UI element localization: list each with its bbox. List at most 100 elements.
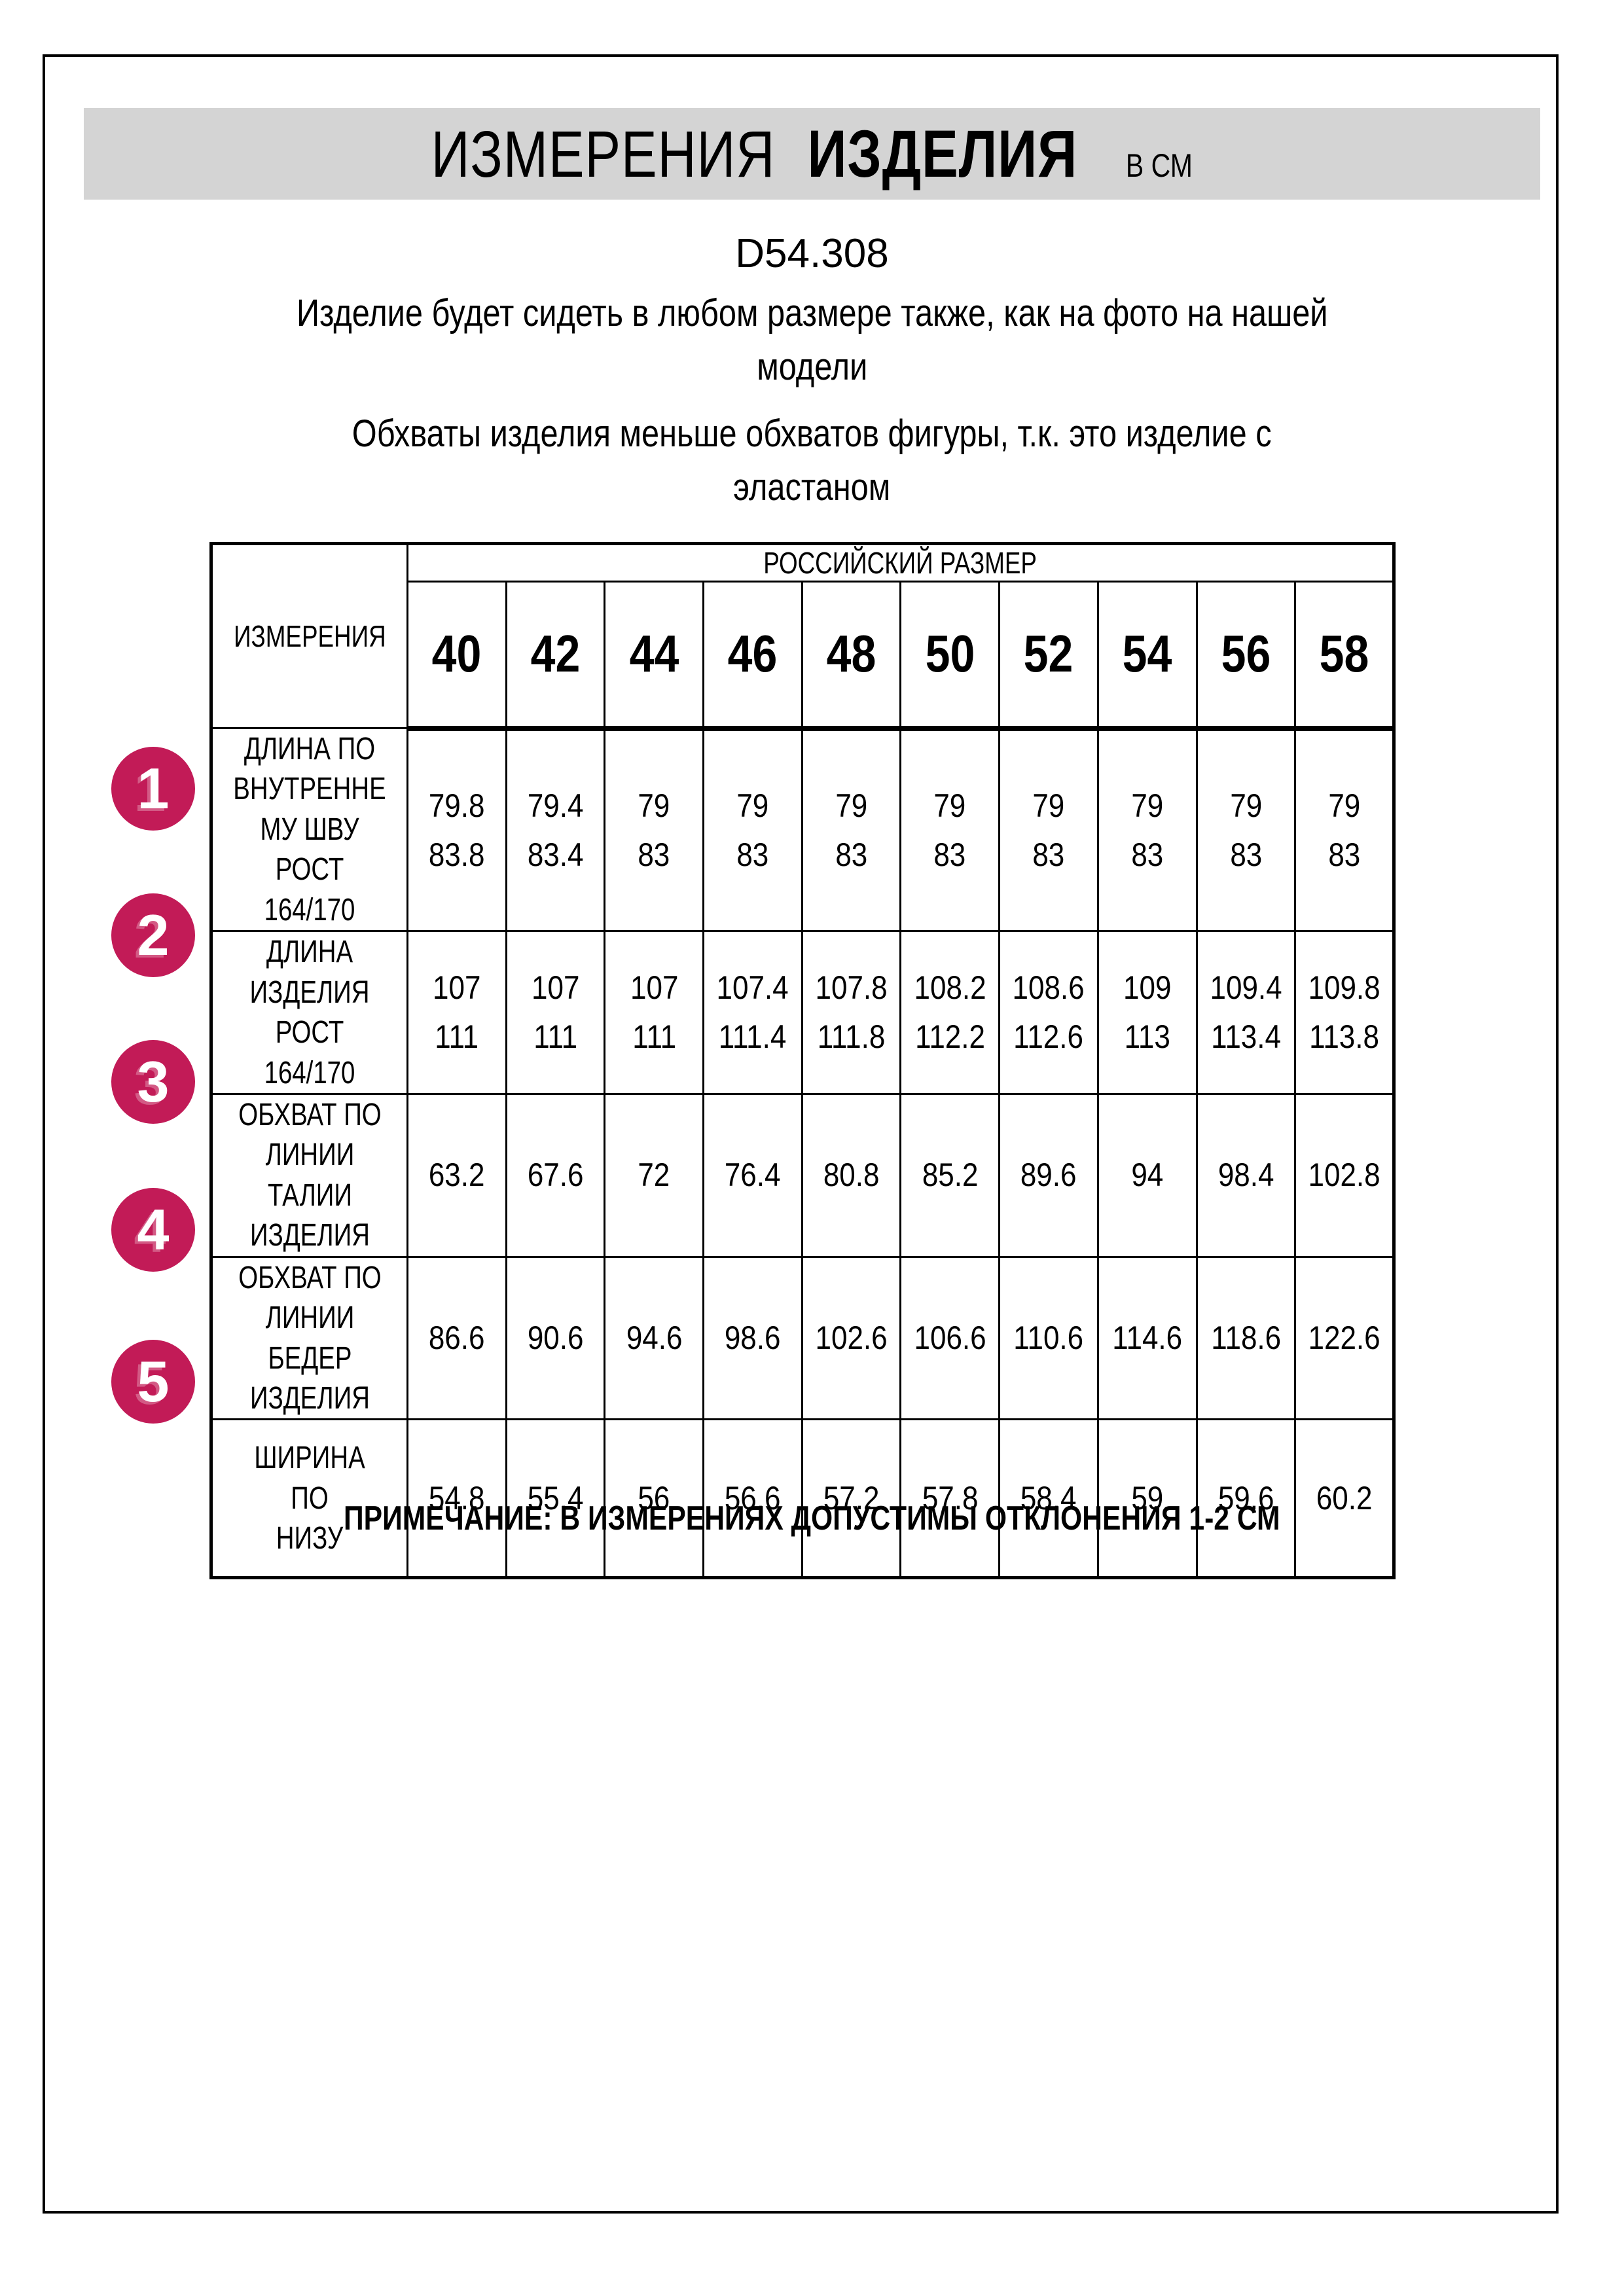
row-number-badge-label: 1 [137, 756, 170, 821]
measurement-value: 108.6 112.6 [1012, 969, 1085, 1056]
measurement-value: 54.8 [429, 1479, 485, 1516]
measurement-value-cell: 60.2 [1294, 1418, 1395, 1579]
measurement-value-cell: 102.6 [801, 1255, 902, 1421]
measurement-label-cell: ОБХВАТ ПО ЛИНИИ БЕДЕР ИЗДЕЛИЯ [210, 1255, 408, 1421]
measurements-column-header: ИЗМЕРЕНИЯ [233, 619, 386, 653]
measurement-value-cell: 63.2 [406, 1092, 507, 1258]
measurement-value-cell: 122.6 [1294, 1255, 1395, 1421]
measurement-value: 109.4 113.4 [1210, 969, 1282, 1056]
measurement-value-cell: 57.2 [801, 1418, 902, 1579]
row-number-badge: 4 [111, 1188, 195, 1272]
footnote-block: ПРИМЕЧАНИЕ: В ИЗМЕРЕНИЯХ ДОПУСТИМЫ ОТКЛО… [0, 1499, 1624, 1538]
size-column-header-label: 56 [1221, 624, 1271, 683]
measurement-value-cell: 114.6 [1096, 1255, 1198, 1421]
russian-size-header-cell: РОССИЙСКИЙ РАЗМЕР [406, 543, 1395, 583]
measurement-value: 86.6 [429, 1319, 485, 1357]
measurement-value-cell: 79.8 83.8 [406, 726, 507, 933]
measurement-value: 79 83 [638, 787, 670, 873]
measurement-value-cell: 85.2 [899, 1092, 1001, 1258]
size-column-header-label: 48 [826, 624, 876, 683]
size-column-header: 48 [801, 581, 902, 731]
title-banner: ИЗМЕРЕНИЯ ИЗДЕЛИЯ В СМ [84, 108, 1540, 200]
measurement-value-cell: 98.6 [702, 1255, 803, 1421]
measurement-value: 102.8 [1308, 1157, 1380, 1194]
size-column-header: 58 [1294, 581, 1395, 731]
measurement-value: 72 [638, 1157, 670, 1194]
measurement-value: 57.2 [823, 1479, 880, 1516]
page-title: ИЗМЕРЕНИЯ ИЗДЕЛИЯ В СМ [431, 116, 1193, 192]
russian-size-header: РОССИЙСКИЙ РАЗМЕР [763, 546, 1038, 580]
measurement-value-cell: 79 83 [899, 726, 1001, 933]
measurement-value: 80.8 [823, 1157, 880, 1194]
measurement-value-cell: 89.6 [998, 1092, 1099, 1258]
measurement-row: ОБХВАТ ПО ЛИНИИ БЕДЕР ИЗДЕЛИЯ 86.6 90.6 94.… [210, 1255, 1395, 1421]
size-column-header-label: 40 [432, 624, 482, 683]
measurement-value-cell: 106.6 [899, 1255, 1001, 1421]
measurement-value: 85.2 [922, 1157, 979, 1194]
size-header-row: 40 42 44 46 48 50 52 54 56 58 [211, 581, 1395, 731]
measurement-value-cell: 59.6 [1195, 1418, 1297, 1579]
measurement-value-cell: 110.6 [998, 1255, 1099, 1421]
size-column-header-label: 42 [530, 624, 581, 683]
measurement-label: ОБХВАТ ПО ЛИНИИ ТАЛИИ ИЗДЕЛИЯ [238, 1097, 382, 1253]
size-column-header-label: 46 [728, 624, 778, 683]
measurement-value-cell: 94.6 [604, 1255, 705, 1421]
measurement-value-cell: 108.2 112.2 [899, 930, 1001, 1095]
measurement-value: 107.8 111.8 [815, 969, 888, 1056]
measurement-value: 56.6 [725, 1479, 781, 1516]
measurements-table: ИЗМЕРЕНИЯ РОССИЙСКИЙ РАЗМЕР 40 42 44 46 48 50… [209, 542, 1396, 1580]
measurement-label: ШИРИНА ПО НИЗУ [254, 1441, 365, 1556]
measurement-value: 107 111 [630, 969, 678, 1056]
measurement-row: ШИРИНА ПО НИЗУ 54.8 55.4 56 56.6 57.2 57.8 58.4… [210, 1418, 1395, 1579]
size-column-header: 50 [899, 581, 1001, 731]
measurement-value: 108.2 112.2 [914, 969, 986, 1056]
measurement-value-cell: 109 113 [1096, 930, 1198, 1095]
title-word-product: ИЗДЕЛИЯ [807, 116, 1078, 191]
measurement-value-cell: 79 83 [1195, 726, 1297, 933]
size-column-header: 52 [998, 581, 1099, 731]
measurement-value-cell: 108.6 112.6 [998, 930, 1099, 1095]
measurement-value-cell: 79 83 [801, 726, 902, 933]
measurement-value: 94.6 [626, 1319, 683, 1357]
measurement-value: 90.6 [527, 1319, 584, 1357]
measurement-value-cell: 98.4 [1195, 1092, 1297, 1258]
measurement-value-cell: 109.4 113.4 [1195, 930, 1297, 1095]
measurement-value-cell: 57.8 [899, 1418, 1001, 1579]
measurement-value: 79.4 83.4 [527, 787, 584, 873]
measurement-value: 94 [1131, 1157, 1164, 1194]
row-number-badge-label: 3 [137, 1049, 170, 1114]
row-number-badge: 2 [111, 893, 195, 977]
elastane-note-block: Обхваты изделия меньше обхватов фигуры, … [0, 407, 1624, 515]
measurement-label-cell: ДЛИНА ПО ВНУТРЕННЕ МУ ШВУ РОСТ 164/170 [210, 726, 408, 933]
measurement-value: 114.6 [1112, 1319, 1183, 1357]
size-column-header: 40 [406, 581, 507, 731]
measurement-label-cell: ДЛИНА ИЗДЕЛИЯ РОСТ 164/170 [210, 930, 408, 1095]
measurement-value: 79 83 [1229, 787, 1262, 873]
measurement-value: 79 83 [1328, 787, 1361, 873]
measurement-value-cell: 79 83 [998, 726, 1099, 933]
measurement-value: 106.6 [914, 1319, 986, 1357]
measurement-value: 63.2 [429, 1157, 485, 1194]
measurement-value-cell: 94 [1096, 1092, 1198, 1258]
measurement-row: ДЛИНА ПО ВНУТРЕННЕ МУ ШВУ РОСТ 164/170 79… [210, 726, 1395, 933]
measurement-value-cell: 79.4 83.4 [505, 726, 606, 933]
measurement-value: 60.2 [1316, 1479, 1373, 1516]
measurement-value: 122.6 [1308, 1319, 1380, 1357]
measurement-value: 79 83 [1131, 787, 1164, 873]
measurement-value: 109 113 [1123, 969, 1172, 1056]
measurement-value: 56 [638, 1479, 670, 1516]
size-column-header: 46 [702, 581, 803, 731]
measurement-value-cell: 56 [604, 1418, 705, 1579]
row-number-badge: 5 [111, 1340, 195, 1424]
measurement-value: 59 [1131, 1479, 1164, 1516]
measurement-value: 76.4 [725, 1157, 781, 1194]
measurement-value-cell: 86.6 [406, 1255, 507, 1421]
fit-note-text: Изделие будет сидеть в любом размере так… [296, 292, 1328, 389]
measurement-value: 118.6 [1210, 1319, 1281, 1357]
measurement-value-cell: 107 111 [505, 930, 606, 1095]
measurement-value: 109.8 113.8 [1308, 969, 1380, 1056]
size-column-header: 44 [604, 581, 705, 731]
fit-note-block: Изделие будет сидеть в любом размере так… [0, 287, 1624, 395]
title-units-label: В СМ [1126, 147, 1193, 184]
measurement-value-cell: 67.6 [505, 1092, 606, 1258]
